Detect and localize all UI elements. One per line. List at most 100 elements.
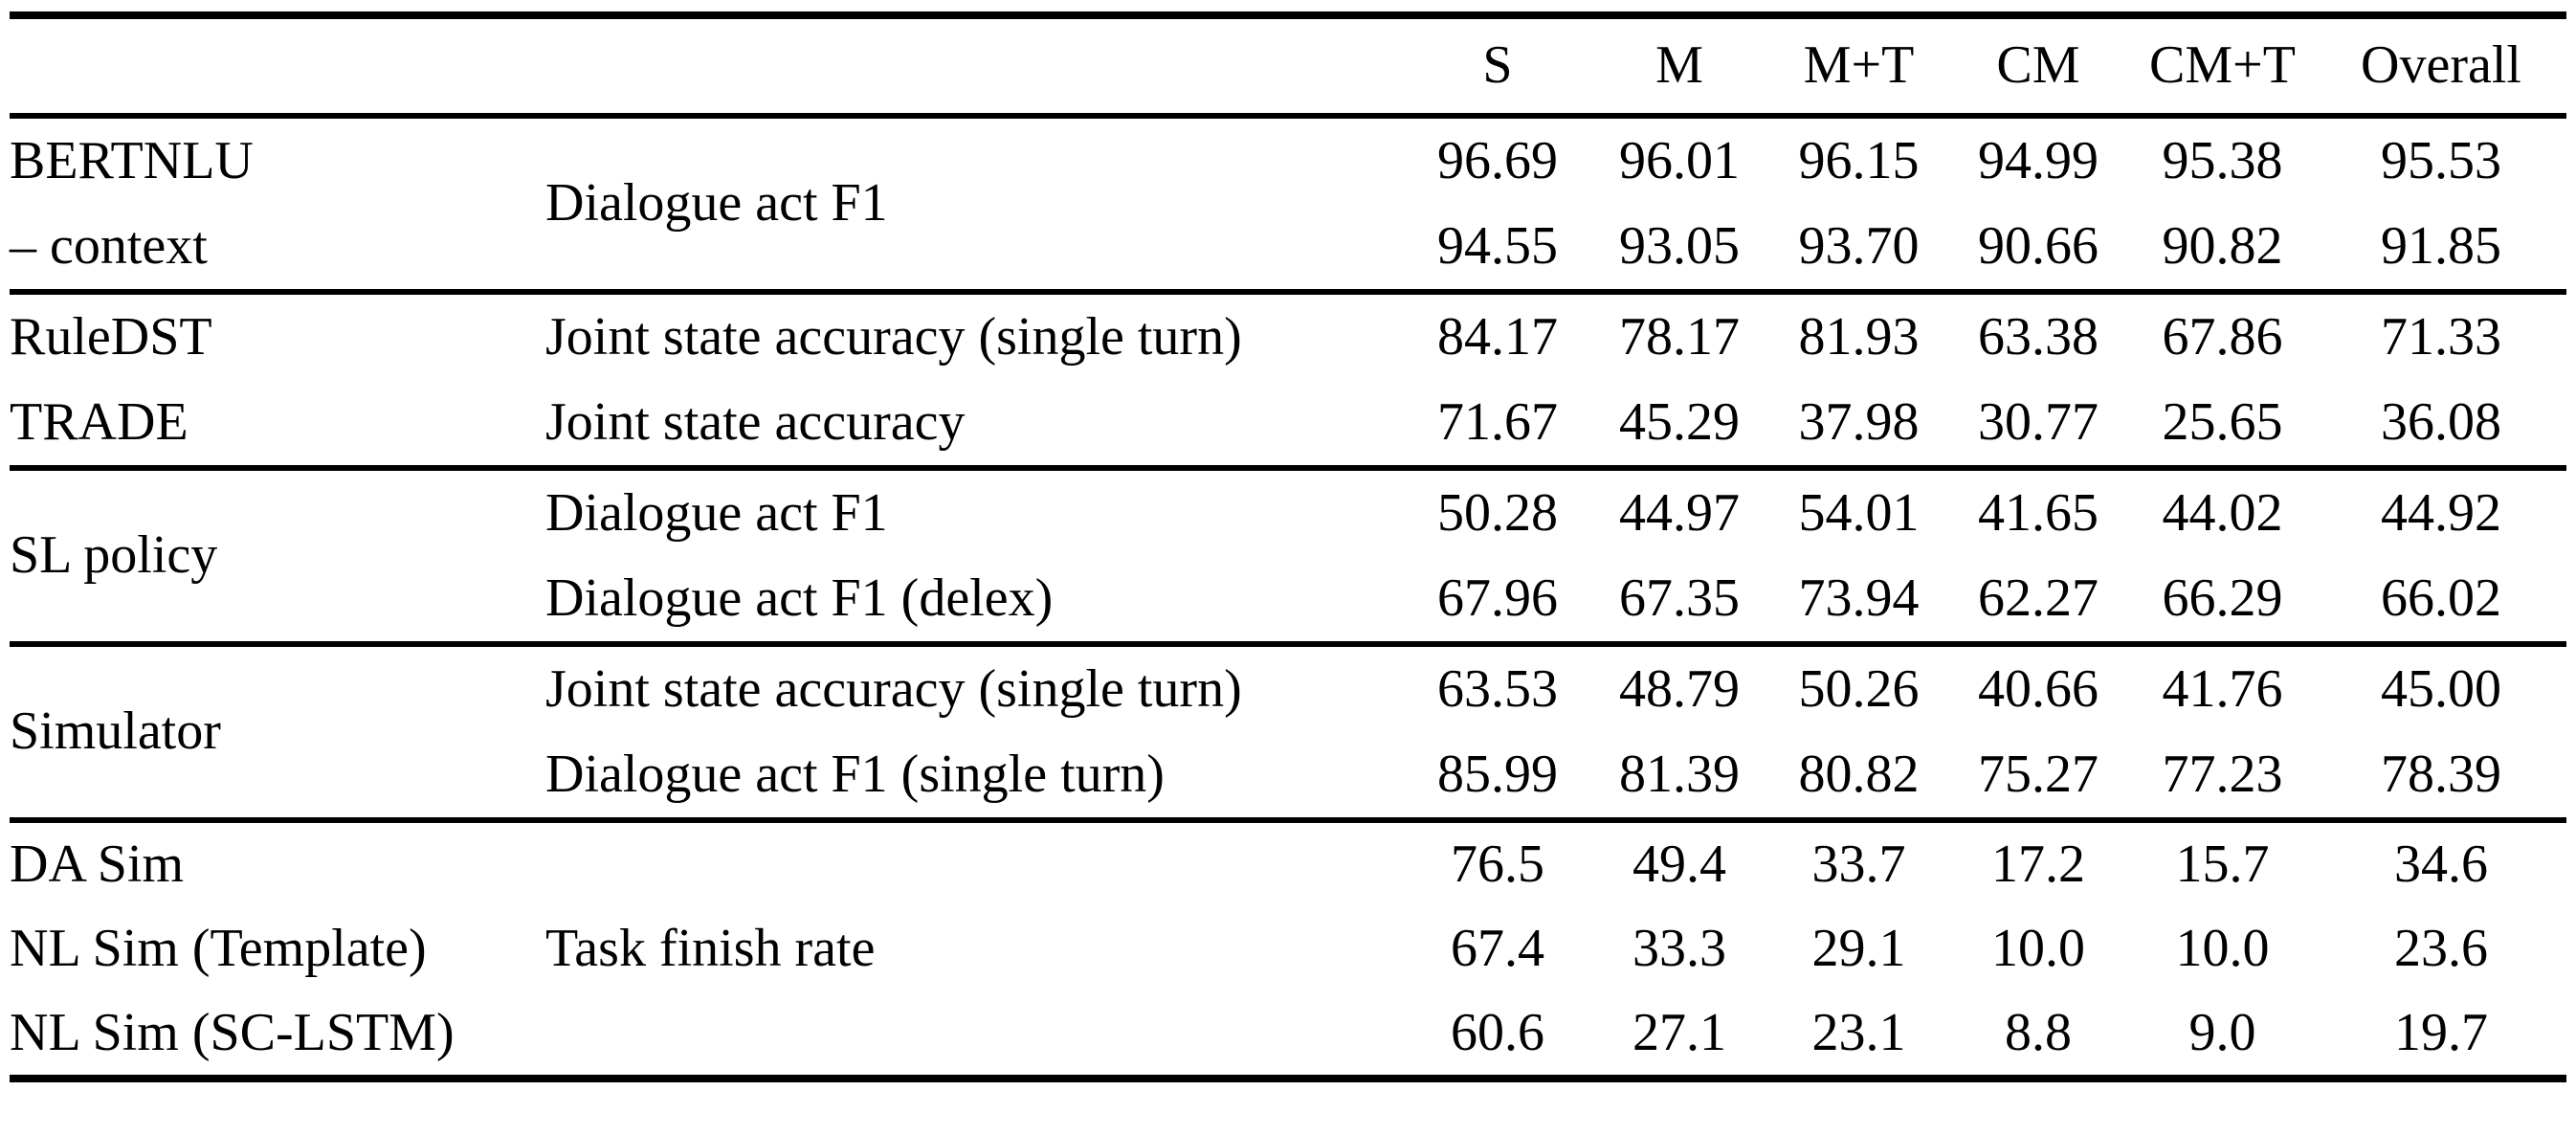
- value-cell: 50.26: [1798, 658, 1920, 719]
- value-cell: 67.4: [1451, 919, 1544, 979]
- value-cell: 81.93: [1798, 306, 1920, 367]
- section-sl-policy: SL policy Dialogue act F1 50.28 44.97 54…: [10, 468, 2566, 644]
- value-cell: 60.6: [1451, 1003, 1544, 1063]
- metric-name: Dialogue act F1: [545, 482, 888, 543]
- value-cell: 95.38: [2162, 130, 2283, 190]
- section-dst: RuleDST Joint state accuracy (single tur…: [10, 292, 2566, 468]
- results-table: S M M+T CM CM+T Overall BERTNLU Dialogue…: [10, 11, 2566, 1082]
- value-cell: 49.4: [1632, 834, 1726, 894]
- value-cell: 19.7: [2394, 1003, 2488, 1063]
- col-header-m: M: [1655, 35, 1703, 96]
- value-cell: 15.7: [2175, 834, 2270, 894]
- value-cell: 91.85: [2381, 215, 2501, 276]
- value-cell: 71.67: [1437, 391, 1558, 452]
- value-cell: 67.86: [2162, 306, 2283, 367]
- value-cell: 75.27: [1978, 744, 2099, 804]
- model-name: BERTNLU: [10, 130, 254, 190]
- metric-name: Dialogue act F1 (delex): [545, 568, 1054, 628]
- value-cell: 8.8: [2005, 1003, 2072, 1063]
- model-name: NL Sim (SC-LSTM): [10, 1003, 455, 1063]
- value-cell: 33.3: [1632, 919, 1726, 979]
- section-simulations: DA Sim Task finish rate 76.5 49.4 33.7 1…: [10, 820, 2566, 1079]
- value-cell: 44.97: [1619, 482, 1740, 543]
- value-cell: 94.99: [1978, 130, 2099, 190]
- value-cell: 30.77: [1978, 391, 2099, 452]
- value-cell: 48.79: [1619, 658, 1740, 719]
- col-header-cm: CM: [1996, 35, 2080, 96]
- value-cell: 17.2: [1991, 834, 2085, 894]
- value-cell: 45.00: [2381, 658, 2501, 719]
- table-row: SL policy Dialogue act F1 50.28 44.97 54…: [10, 468, 2566, 585]
- value-cell: 44.92: [2381, 482, 2501, 543]
- value-cell: 23.1: [1811, 1003, 1906, 1063]
- metric-name: Joint state accuracy (single turn): [545, 306, 1242, 367]
- table-row: RuleDST Joint state accuracy (single tur…: [10, 292, 2566, 380]
- value-cell: 66.02: [2381, 568, 2501, 628]
- table-row: BERTNLU Dialogue act F1 96.69 96.01 96.1…: [10, 116, 2566, 233]
- value-cell: 67.35: [1619, 568, 1740, 628]
- model-name: Simulator: [10, 701, 221, 762]
- value-cell: 78.17: [1619, 306, 1740, 367]
- table-row: TRADE Joint state accuracy 71.67 45.29 3…: [10, 380, 2566, 468]
- value-cell: 85.99: [1437, 744, 1558, 804]
- value-cell: 62.27: [1978, 568, 2099, 628]
- value-cell: 78.39: [2381, 744, 2501, 804]
- value-cell: 34.6: [2394, 834, 2488, 894]
- value-cell: 90.82: [2162, 215, 2283, 276]
- col-header-cmt: CM+T: [2149, 35, 2296, 96]
- value-cell: 94.55: [1437, 215, 1558, 276]
- benchmark-table: S M M+T CM CM+T Overall BERTNLU Dialogue…: [10, 11, 2566, 1082]
- table-row: NL Sim (Template) 67.4 33.3 29.1 10.0 10…: [10, 906, 2566, 992]
- value-cell: 36.08: [2381, 391, 2501, 452]
- metric-name: Task finish rate: [545, 918, 876, 978]
- header-row: S M M+T CM CM+T Overall: [10, 15, 2566, 116]
- table-row: – context 94.55 93.05 93.70 90.66 90.82 …: [10, 204, 2566, 292]
- value-cell: 95.53: [2381, 130, 2501, 190]
- model-name: – context: [10, 215, 208, 276]
- table-row: Dialogue act F1 (delex) 67.96 67.35 73.9…: [10, 556, 2566, 644]
- table-row: Simulator Joint state accuracy (single t…: [10, 644, 2566, 761]
- value-cell: 63.38: [1978, 306, 2099, 367]
- value-cell: 63.53: [1437, 658, 1558, 719]
- model-name: RuleDST: [10, 306, 212, 367]
- value-cell: 73.94: [1798, 568, 1920, 628]
- col-header-mt: M+T: [1803, 35, 1915, 96]
- model-name: DA Sim: [10, 834, 185, 894]
- value-cell: 44.02: [2162, 482, 2283, 543]
- col-header-overall: Overall: [2361, 35, 2521, 96]
- value-cell: 41.65: [1978, 482, 2099, 543]
- value-cell: 96.01: [1619, 130, 1740, 190]
- value-cell: 90.66: [1978, 215, 2099, 276]
- value-cell: 96.15: [1798, 130, 1920, 190]
- metric-column-header: [545, 15, 1407, 116]
- value-cell: 9.0: [2188, 1003, 2256, 1063]
- value-cell: 41.76: [2162, 658, 2283, 719]
- value-cell: 80.82: [1798, 744, 1920, 804]
- model-column-header: [10, 15, 545, 116]
- value-cell: 84.17: [1437, 306, 1558, 367]
- value-cell: 77.23: [2162, 744, 2283, 804]
- value-cell: 96.69: [1437, 130, 1558, 190]
- value-cell: 76.5: [1451, 834, 1544, 894]
- value-cell: 71.33: [2381, 306, 2501, 367]
- value-cell: 54.01: [1798, 482, 1920, 543]
- value-cell: 37.98: [1798, 391, 1920, 452]
- value-cell: 27.1: [1632, 1003, 1726, 1063]
- metric-name: Dialogue act F1: [545, 173, 888, 234]
- value-cell: 40.66: [1978, 658, 2099, 719]
- value-cell: 10.0: [2175, 919, 2270, 979]
- value-cell: 33.7: [1811, 834, 1906, 894]
- value-cell: 23.6: [2394, 919, 2488, 979]
- value-cell: 81.39: [1619, 744, 1740, 804]
- metric-name: Dialogue act F1 (single turn): [545, 744, 1165, 804]
- model-name: SL policy: [10, 525, 218, 586]
- model-name: TRADE: [10, 391, 189, 452]
- metric-name: Joint state accuracy (single turn): [545, 658, 1242, 719]
- table-row: NL Sim (SC-LSTM) 60.6 27.1 23.1 8.8 9.0 …: [10, 992, 2566, 1079]
- metric-name: Joint state accuracy: [545, 391, 966, 452]
- section-bertnlu: BERTNLU Dialogue act F1 96.69 96.01 96.1…: [10, 116, 2566, 292]
- value-cell: 93.05: [1619, 215, 1740, 276]
- value-cell: 93.70: [1798, 215, 1920, 276]
- value-cell: 45.29: [1619, 391, 1740, 452]
